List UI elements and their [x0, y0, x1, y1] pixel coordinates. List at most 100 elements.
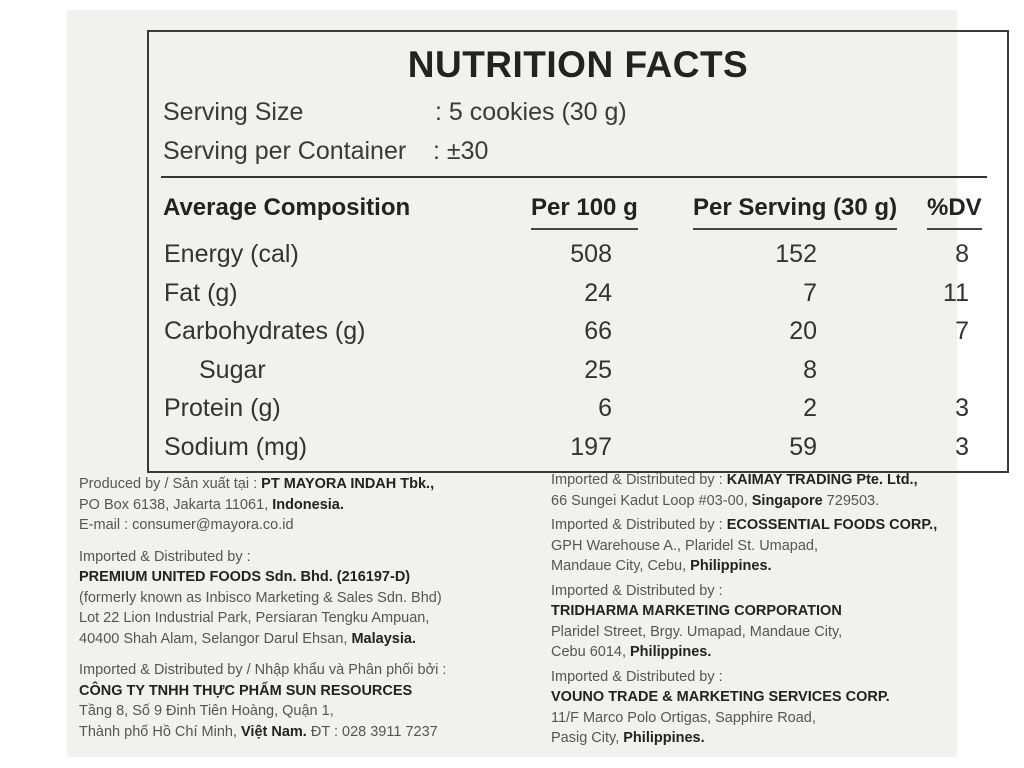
text: PO Box 6138, Jakarta 11061, — [79, 496, 273, 513]
serving-size-value: : 5 cookies (30 g) — [435, 98, 627, 126]
nutrient-name: Carbohydrates (g) — [164, 317, 366, 345]
nutrient-per100: 24 — [584, 278, 612, 307]
address-block: Produced by / Sản xuất tại : PT MAYORA I… — [79, 474, 446, 536]
manufacturer-info: Produced by / Sản xuất tại : PT MAYORA I… — [79, 474, 446, 753]
nutrient-per100: 66 — [584, 317, 612, 345]
bold-text: Philippines. — [623, 730, 705, 746]
text: Imported & Distributed by / Nhập khẩu và… — [79, 662, 447, 678]
address-line: 40400 Shah Alam, Selangor Darul Ehsan, M… — [79, 629, 446, 650]
address-line: CÔNG TY TNHH THỰC PHẨM SUN RESOURCES — [79, 681, 446, 702]
nutrient-name: Sugar — [199, 355, 266, 384]
nutrient-dv: 3 — [955, 394, 969, 422]
serving-per-container: Serving per Container : ±30 — [163, 137, 488, 166]
text: Lot 22 Lion Industrial Park, Persiaran T… — [79, 610, 430, 626]
nutrient-name: Protein (g) — [164, 394, 281, 422]
address-line: Thành phố Hồ Chí Minh, Việt Nam. ĐT : 02… — [79, 722, 446, 743]
nutrient-row: Protein (g) 6 2 3 — [149, 394, 1007, 432]
text: Tầng 8, Số 9 Đinh Tiên Hoàng, Quận 1, — [79, 703, 334, 719]
text: Produced by / Sản xuất tại : — [79, 476, 262, 492]
nutrient-serving: 8 — [803, 355, 817, 384]
text: E-mail : consumer@mayora.co.id — [79, 517, 294, 533]
nutrient-dv: 8 — [955, 240, 969, 268]
text: Imported & Distributed by : — [551, 582, 723, 599]
text: Imported & Distributed by : — [551, 668, 723, 685]
text: GPH Warehouse A., Plaridel St. Umapad, — [551, 537, 819, 554]
address-line: Produced by / Sản xuất tại : PT MAYORA I… — [79, 474, 446, 495]
nutrient-dv: 7 — [955, 317, 969, 345]
address-line: Imported & Distributed by : — [551, 667, 937, 688]
text: 66 Sungei Kadut Loop #03-00, — [551, 492, 752, 509]
address-block: Imported & Distributed by : TRIDHARMA MAR… — [551, 581, 937, 663]
nutrient-serving: 2 — [803, 394, 817, 422]
bold-text: Malaysia. — [351, 630, 416, 647]
address-block: Imported & Distributed by : PREMIUM UNITE… — [79, 547, 446, 650]
address-line: Pasig City, Philippines. — [551, 728, 937, 749]
header-per-100g: Per 100 g — [531, 194, 638, 230]
serving-size: Serving Size: 5 cookies (30 g) — [163, 98, 627, 127]
text: Imported & Distributed by : — [79, 548, 251, 565]
address-line: Lot 22 Lion Industrial Park, Persiaran T… — [79, 608, 446, 629]
nutrient-dv: 3 — [955, 432, 969, 461]
address-line: PREMIUM UNITED FOODS Sdn. Bhd. (216197-D… — [79, 567, 446, 588]
address-line: 66 Sungei Kadut Loop #03-00, Singapore 7… — [551, 491, 937, 512]
nutrient-serving: 152 — [775, 240, 817, 268]
distributor-info: Imported & Distributed by : KAIMAY TRADI… — [551, 470, 937, 753]
text: 11/F Marco Polo Ortigas, Sapphire Road, — [551, 709, 816, 726]
nutrient-name: Fat (g) — [164, 278, 238, 307]
bold-text: Indonesia. — [272, 496, 344, 513]
nutrient-row: Sugar 25 8 — [149, 356, 1007, 394]
nutrient-row: Energy (cal) 508 152 8 — [149, 240, 1007, 278]
address-line: Imported & Distributed by : — [551, 581, 937, 602]
address-line: Imported & Distributed by : — [79, 547, 446, 568]
text: ĐT : 028 3911 7237 — [306, 723, 438, 740]
address-line: VOUNO TRADE & MARKETING SERVICES CORP. — [551, 687, 937, 708]
header-per-serving: Per Serving (30 g) — [693, 194, 898, 230]
address-line: Cebu 6014, Philippines. — [551, 642, 937, 663]
nutrient-serving: 7 — [803, 278, 817, 307]
bold-text: Philippines. — [630, 644, 712, 660]
text: 40400 Shah Alam, Selangor Darul Ehsan, — [79, 630, 352, 647]
bold-text: PT MAYORA INDAH Tbk., — [261, 476, 435, 492]
address-block: Imported & Distributed by : KAIMAY TRADI… — [551, 470, 937, 511]
nutrient-per100: 508 — [570, 240, 612, 268]
address-line: (formerly known as Inbisco Marketing & S… — [79, 588, 446, 609]
bold-text: TRIDHARMA MARKETING CORPORATION — [551, 603, 842, 619]
bold-text: ECOSSENTIAL FOODS CORP., — [726, 517, 938, 533]
nutrient-row: Sodium (mg) 197 59 3 — [149, 433, 1007, 471]
nutrient-per100: 197 — [570, 432, 612, 461]
address-block: Imported & Distributed by / Nhập khẩu và… — [79, 660, 446, 742]
bold-text: Philippines. — [690, 558, 772, 574]
bold-text: CÔNG TY TNHH THỰC PHẨM SUN RESOURCES — [79, 682, 413, 699]
nutrient-per100: 6 — [598, 394, 612, 422]
nutrient-name: Sodium (mg) — [164, 432, 308, 461]
address-line: Mandaue City, Cebu, Philippines. — [551, 556, 937, 577]
nutrient-row: Carbohydrates (g) 66 20 7 — [149, 317, 1007, 355]
address-line: Imported & Distributed by : KAIMAY TRADI… — [551, 470, 937, 491]
text: Pasig City, — [551, 730, 624, 746]
address-line: Tầng 8, Số 9 Đinh Tiên Hoàng, Quận 1, — [79, 701, 446, 722]
address-line: PO Box 6138, Jakarta 11061, Indonesia. — [79, 495, 446, 516]
address-line: 11/F Marco Polo Ortigas, Sapphire Road, — [551, 708, 937, 729]
text: Cebu 6014, — [551, 644, 631, 660]
address-line: Imported & Distributed by / Nhập khẩu và… — [79, 660, 446, 681]
bold-text: Việt Nam. — [241, 723, 307, 740]
text: 729503. — [822, 492, 880, 509]
nutrition-facts-panel: NUTRITION FACTS Serving Size: 5 cookies … — [147, 30, 1009, 473]
serving-per-container-label: Serving per Container — [163, 137, 407, 165]
address-block: Imported & Distributed by : ECOSSENTIAL … — [551, 515, 937, 577]
bold-text: VOUNO TRADE & MARKETING SERVICES CORP. — [551, 689, 890, 705]
bold-text: Singapore — [751, 492, 823, 509]
address-block: Imported & Distributed by : VOUNO TRADE &… — [551, 667, 937, 749]
text: Mandaue City, Cebu, — [551, 558, 691, 574]
nutrient-serving: 20 — [789, 317, 817, 345]
address-line: TRIDHARMA MARKETING CORPORATION — [551, 601, 937, 622]
address-line: E-mail : consumer@mayora.co.id — [79, 515, 446, 536]
text: Thành phố Hồ Chí Minh, — [79, 723, 242, 740]
serving-per-container-value: : ±30 — [433, 137, 489, 165]
divider — [161, 176, 987, 178]
nutrient-per100: 25 — [584, 355, 612, 384]
text: Imported & Distributed by : — [551, 472, 727, 488]
nutrient-serving: 59 — [789, 432, 817, 461]
nutrient-dv: 11 — [943, 278, 969, 307]
bold-text: KAIMAY TRADING Pte. Ltd., — [726, 472, 918, 488]
